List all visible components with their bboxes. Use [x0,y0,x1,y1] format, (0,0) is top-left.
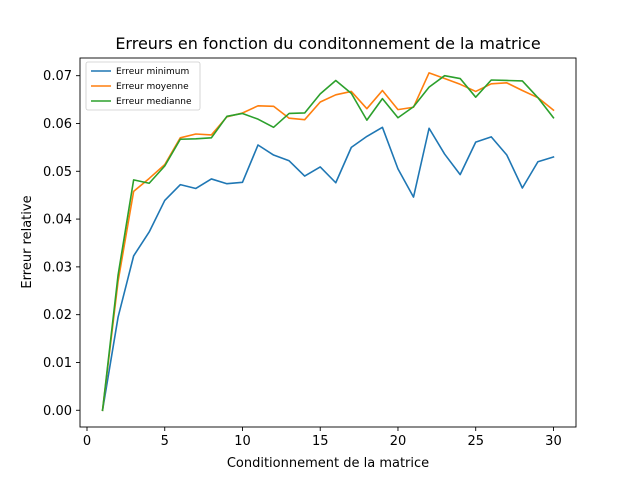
y-tick-label: 0.01 [43,356,72,371]
legend: Erreur minimum Erreur moyenne Erreur media… [85,61,201,111]
y-tick-label: 0.05 [43,165,72,180]
series-line-1 [101,126,555,412]
x-tick-label: 25 [467,434,484,449]
y-tick-label: 0.04 [43,213,72,228]
x-tick-label: 10 [234,434,251,449]
plot-frame [79,57,577,428]
legend-box [85,61,201,111]
series-line-3 [101,74,555,412]
legend-entry-3: Erreur medianne [116,97,192,107]
x-tick-label: 5 [161,434,169,449]
x-tick-label: 20 [390,434,407,449]
y-tick-label: 0.03 [43,260,72,275]
x-tick-label: 15 [312,434,329,449]
chart-title: Erreurs en fonction du conditonnement de… [115,34,540,53]
y-tick-label: 0.02 [43,308,72,323]
y-tick-label: 0.07 [43,69,72,84]
y-tick-label: 0.00 [43,404,72,419]
legend-entry-1: Erreur minimum [116,67,189,77]
x-axis-label: Conditionnement de la matrice [227,456,429,471]
plot-area: 0 5 10 15 20 25 30 0.00 0.01 0.02 0.03 0.04 0.05 0.06… [43,57,577,449]
legend-entry-2: Erreur moyenne [116,82,189,92]
x-tick-label: 0 [83,434,91,449]
y-tick-label: 0.06 [43,117,72,132]
x-tick-label: 30 [545,434,562,449]
y-axis-label: Erreur relative [20,195,35,288]
